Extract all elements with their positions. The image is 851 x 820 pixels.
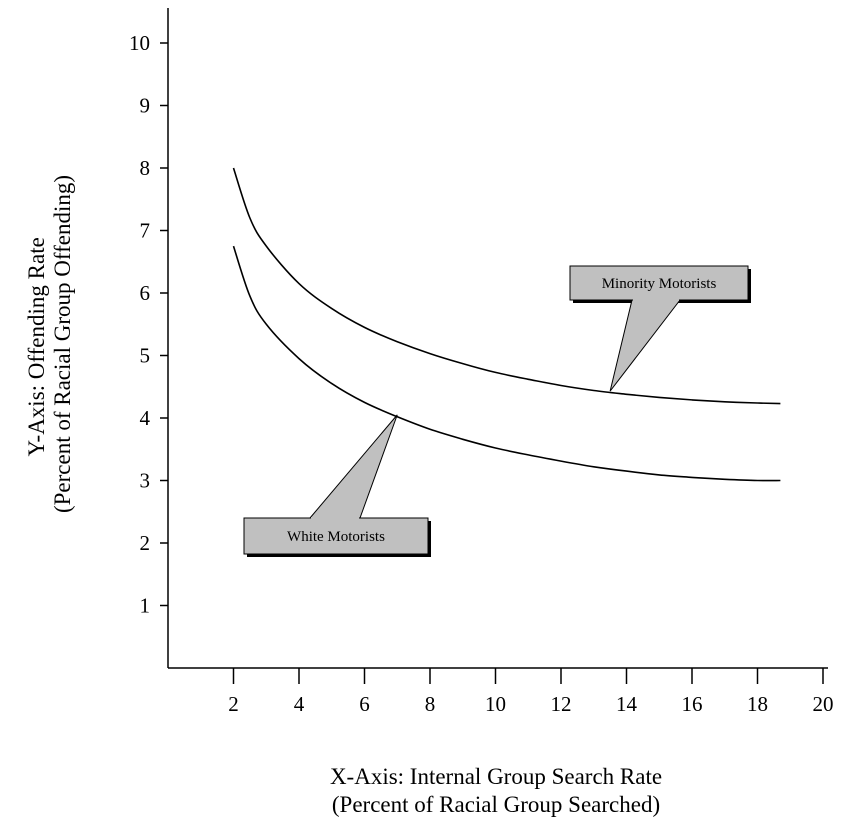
x-tick-label: 8 <box>425 692 436 716</box>
x-tick-label: 16 <box>682 692 703 716</box>
series-layer <box>232 167 781 482</box>
x-tick-label: 14 <box>616 692 638 716</box>
x-tick-label: 4 <box>294 692 305 716</box>
axes <box>167 8 828 669</box>
x-tick-label: 18 <box>747 692 768 716</box>
x-tick-label: 2 <box>228 692 239 716</box>
series-line-white-motorists <box>232 245 781 482</box>
y-ticks: 1 2 3 4 5 6 7 8 9 10 <box>129 31 168 618</box>
y-tick-label: 7 <box>140 219 151 243</box>
x-ticks: 2 4 6 8 10 12 14 16 18 20 <box>228 668 834 716</box>
y-tick-label: 9 <box>140 94 151 118</box>
callout-box <box>243 517 429 555</box>
callout-label: White Motorists <box>287 529 385 545</box>
y-tick-label: 2 <box>140 531 151 555</box>
callouts: Minority Motorists White Motorists <box>243 265 751 557</box>
y-tick-label: 4 <box>140 406 151 430</box>
callout-label: Minority Motorists <box>602 276 717 292</box>
x-tick-label: 10 <box>485 692 506 716</box>
y-tick-label: 3 <box>140 469 151 493</box>
callout-box <box>569 265 749 301</box>
y-axis-title-line-2: (Percent of Racial Group Offending) <box>50 175 75 513</box>
y-axis-title-line-1: Y-Axis: Offending Rate <box>24 237 49 456</box>
callout-minority-motorists: Minority Motorists <box>569 265 751 392</box>
y-axis-title: Y-Axis: Offending Rate (Percent of Racia… <box>24 175 75 513</box>
y-tick-label: 8 <box>140 156 151 180</box>
y-tick-label: 5 <box>140 344 151 368</box>
y-tick-label: 10 <box>129 31 150 55</box>
callout-white-motorists: White Motorists <box>243 414 431 557</box>
x-tick-label: 6 <box>359 692 370 716</box>
x-tick-label: 20 <box>813 692 834 716</box>
x-axis-title-line-1: X-Axis: Internal Group Search Rate <box>330 764 662 789</box>
series-line-minority-motorists <box>232 167 781 405</box>
x-tick-label: 12 <box>551 692 572 716</box>
y-tick-label: 6 <box>140 281 151 305</box>
y-tick-label: 1 <box>140 594 151 618</box>
callout-pointer <box>308 414 398 519</box>
callout-pointer <box>609 299 682 392</box>
x-axis-title-line-2: (Percent of Racial Group Searched) <box>332 792 660 817</box>
